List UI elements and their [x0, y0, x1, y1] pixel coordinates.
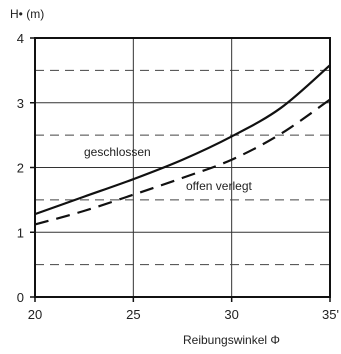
x-tick-label: 20	[28, 307, 42, 322]
series-label-geschlossen: geschlossen	[84, 145, 151, 159]
y-tick-label: 3	[17, 96, 24, 111]
x-tick-label: 35'	[322, 307, 339, 322]
series-label-offen-verlegt: offen verlegt	[186, 179, 252, 193]
y-tick-label: 1	[17, 225, 24, 240]
series-line-offen-verlegt	[34, 98, 331, 226]
y-tick-label: 0	[17, 290, 24, 305]
x-axis-title: Reibungswinkel Φ	[183, 333, 280, 347]
grid-lines	[35, 38, 330, 297]
y-axis-title: H• (m)	[10, 7, 44, 21]
x-tick-label: 30	[224, 307, 238, 322]
series-line-geschlossen	[34, 64, 331, 216]
series-lines	[34, 64, 331, 226]
axis-ticks: 0 1 2 3 4 20 25 30 35'	[17, 31, 339, 322]
y-tick-label: 2	[17, 161, 24, 176]
y-tick-label: 4	[17, 31, 24, 46]
x-tick-label: 25	[126, 307, 140, 322]
